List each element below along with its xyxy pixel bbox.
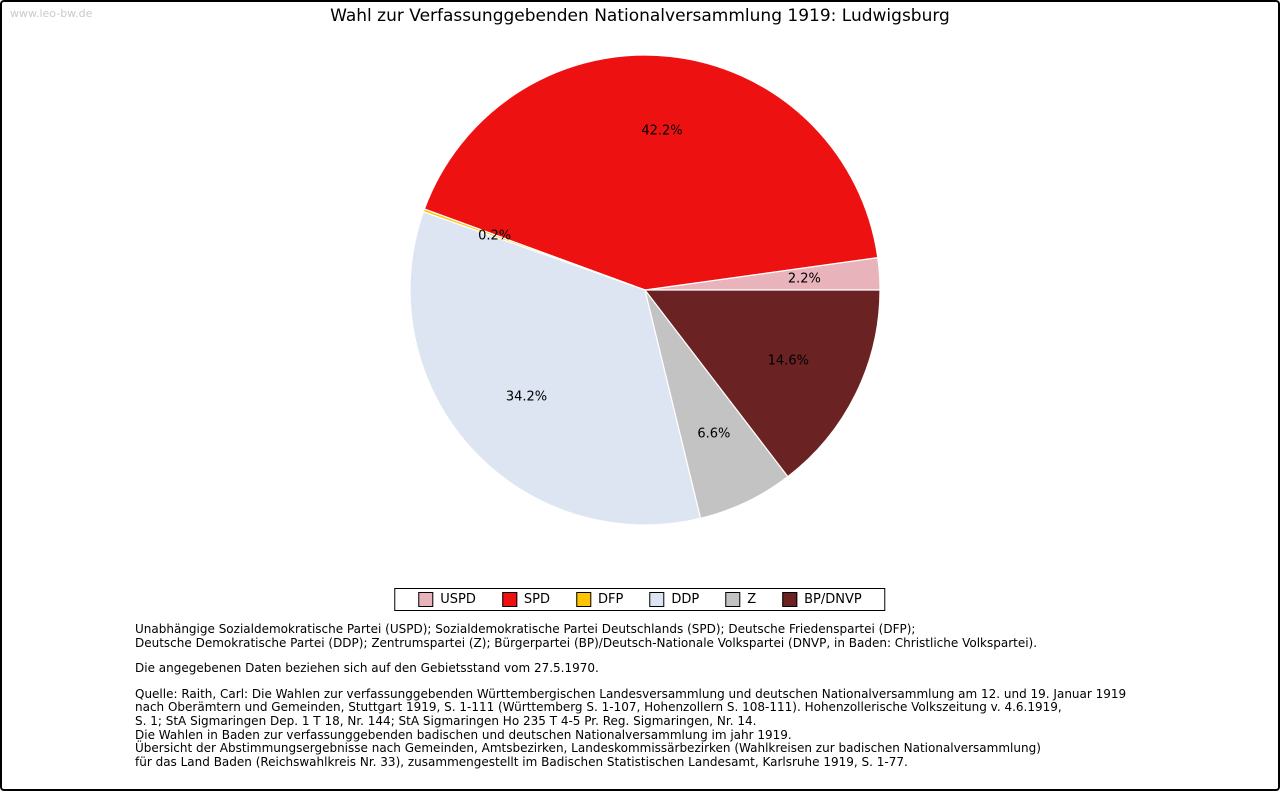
pie-slice-spd [423, 54, 879, 291]
legend-label-uspd: USPD [440, 592, 476, 607]
legend: USPD SPD DFP DDP Z BP/DNVP [394, 588, 886, 611]
pie-slice-bp-dnvp [643, 289, 881, 478]
legend-label-z: Z [747, 592, 757, 607]
legend-label-bp-dnvp: BP/DNVP [804, 592, 862, 607]
slice-value-label-dfp: 0.2% [478, 228, 511, 243]
legend-item-bp-dnvp: BP/DNVP [782, 592, 862, 607]
legend-item-ddp: DDP [649, 592, 699, 607]
watermark: www.leo-bw.de [10, 7, 93, 20]
footer-party-names: Unabhängige Sozialdemokratische Partei (… [135, 622, 1038, 650]
legend-item-z: Z [725, 592, 756, 607]
footer-source: Quelle: Raith, Carl: Die Wahlen zur verf… [135, 686, 1127, 769]
legend-item-dfp: DFP [576, 592, 623, 607]
slice-value-label-z: 6.6% [697, 427, 730, 442]
chart-title: Wahl zur Verfassunggebenden Nationalvers… [330, 6, 950, 26]
legend-swatch-ddp [649, 592, 665, 607]
legend-item-uspd: USPD [418, 592, 476, 607]
legend-label-ddp: DDP [671, 592, 700, 607]
pie-slice-ddp [409, 211, 702, 526]
slice-value-label-bp-dnvp: 14.6% [768, 353, 809, 368]
legend-item-spd: SPD [501, 592, 551, 607]
slice-value-label-spd: 42.2% [641, 124, 682, 139]
legend-label-spd: SPD [523, 592, 551, 607]
legend-swatch-uspd [418, 592, 434, 607]
pie-chart: 2.2% 42.2% 0.2% 34.2% 6.6% 14.6% [409, 54, 881, 526]
footer: Unabhängige Sozialdemokratische Partei (… [135, 622, 1215, 769]
legend-swatch-spd [501, 592, 517, 607]
legend-swatch-bp-dnvp [782, 592, 798, 607]
slice-value-label-uspd: 2.2% [788, 272, 821, 287]
legend-label-dfp: DFP [598, 592, 624, 607]
legend-swatch-dfp [576, 592, 592, 607]
footer-note: Die angegebenen Daten beziehen sich auf … [135, 661, 599, 676]
slice-value-label-ddp: 34.2% [506, 390, 547, 405]
legend-swatch-z [725, 592, 741, 607]
